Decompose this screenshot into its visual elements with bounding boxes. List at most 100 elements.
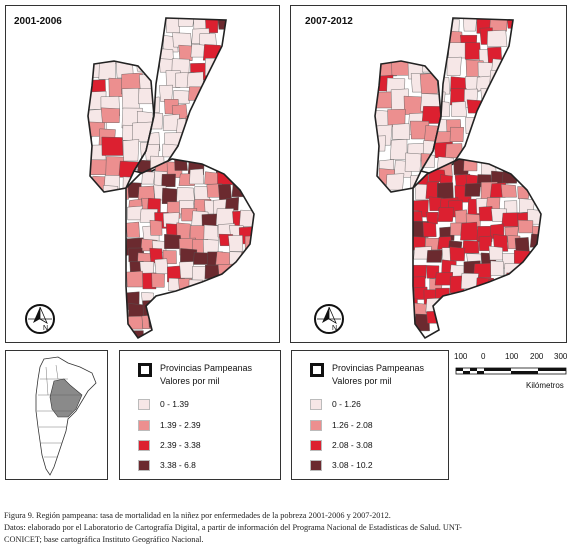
department-polygon bbox=[413, 265, 427, 279]
department-polygon bbox=[506, 159, 522, 167]
scale-tick-label: 100 bbox=[505, 352, 519, 361]
department-polygon bbox=[486, 142, 503, 160]
legend-label: 1.26 - 2.08 bbox=[332, 420, 373, 430]
legend-swatch bbox=[138, 399, 150, 410]
department-polygon bbox=[519, 144, 536, 160]
legend-label: 0 - 1.26 bbox=[332, 399, 361, 409]
department-polygon bbox=[464, 76, 481, 93]
figure-caption-line3: CONICET; base cartográfica Instituto Geo… bbox=[4, 535, 204, 544]
department-polygon bbox=[466, 312, 484, 329]
department-polygon bbox=[501, 212, 520, 227]
department-polygon bbox=[101, 136, 124, 156]
scale-unit: Kilómetros bbox=[526, 381, 564, 390]
department-polygon bbox=[478, 206, 493, 222]
department-polygon bbox=[193, 252, 209, 265]
department-polygon bbox=[241, 251, 254, 266]
legend-swatch bbox=[310, 460, 322, 471]
department-polygon bbox=[486, 29, 508, 47]
department-polygon bbox=[513, 287, 531, 303]
department-polygon bbox=[135, 6, 149, 18]
legend-header-1: Provincias Pampeanas bbox=[332, 363, 425, 373]
department-polygon bbox=[544, 174, 562, 186]
department-polygon bbox=[258, 175, 272, 188]
department-polygon bbox=[227, 273, 242, 289]
department-polygon bbox=[438, 298, 456, 314]
department-polygon bbox=[460, 221, 478, 241]
department-polygon bbox=[500, 184, 517, 198]
legend-label: 3.08 - 10.2 bbox=[332, 460, 373, 470]
department-polygon bbox=[189, 168, 205, 185]
department-polygon bbox=[161, 187, 178, 204]
department-polygon bbox=[67, 96, 82, 114]
department-polygon bbox=[221, 111, 226, 129]
figure-caption-line2: Datos: elaborado por el Laboratorio de C… bbox=[4, 523, 462, 532]
department-polygon bbox=[433, 32, 451, 49]
department-polygon bbox=[544, 332, 558, 342]
department-polygon bbox=[203, 119, 224, 134]
department-polygon bbox=[172, 32, 192, 48]
department-polygon bbox=[163, 316, 181, 331]
department-polygon bbox=[546, 222, 564, 238]
department-polygon bbox=[151, 272, 165, 288]
department-polygon bbox=[186, 71, 204, 88]
department-polygon bbox=[357, 140, 374, 157]
department-polygon bbox=[154, 258, 169, 274]
legend-label: 3.38 - 6.8 bbox=[160, 460, 196, 470]
department-polygon bbox=[179, 261, 194, 279]
province-cordoba bbox=[357, 60, 442, 193]
legend-swatch bbox=[138, 440, 150, 451]
department-polygon bbox=[391, 123, 411, 140]
legend-2007-2012: Provincias Pampeanas Valores por mil 0 -… bbox=[291, 350, 449, 480]
department-polygon bbox=[88, 112, 89, 131]
province-cordoba bbox=[67, 60, 155, 193]
department-polygon bbox=[421, 105, 441, 124]
department-polygon bbox=[445, 143, 463, 159]
department-polygon bbox=[540, 141, 557, 157]
north-label: N bbox=[43, 325, 48, 332]
scale-tick-label: 200 bbox=[530, 352, 544, 361]
argentina-locator-map bbox=[35, 356, 97, 476]
department-polygon bbox=[192, 266, 207, 282]
department-polygon bbox=[449, 301, 465, 318]
department-polygon bbox=[532, 286, 541, 304]
department-polygon bbox=[462, 340, 475, 342]
department-polygon bbox=[475, 110, 492, 129]
department-polygon bbox=[386, 173, 405, 191]
department-polygon bbox=[225, 159, 240, 177]
department-polygon bbox=[163, 325, 180, 338]
department-polygon bbox=[421, 18, 422, 21]
map-title: 2001-2006 bbox=[14, 16, 62, 27]
department-polygon bbox=[126, 221, 140, 238]
department-polygon bbox=[421, 20, 422, 39]
department-polygon bbox=[426, 249, 443, 263]
map-panel-2007-2012: 2007-2012 N bbox=[290, 5, 567, 343]
department-polygon bbox=[203, 224, 219, 241]
department-polygon bbox=[201, 88, 219, 102]
department-polygon bbox=[126, 270, 145, 288]
department-polygon bbox=[149, 219, 163, 236]
legend-swatch bbox=[310, 440, 322, 451]
department-polygon bbox=[257, 252, 274, 267]
department-polygon bbox=[481, 326, 497, 338]
department-polygon bbox=[134, 18, 139, 24]
department-polygon bbox=[255, 316, 270, 329]
legend-swatch bbox=[310, 420, 322, 431]
legend-header-2: Valores por mil bbox=[160, 376, 220, 386]
department-polygon bbox=[440, 338, 456, 342]
department-polygon bbox=[224, 197, 240, 211]
department-polygon bbox=[449, 246, 466, 262]
department-polygon bbox=[152, 300, 172, 316]
department-polygon bbox=[161, 173, 176, 187]
department-polygon bbox=[243, 171, 254, 187]
department-polygon bbox=[232, 113, 250, 126]
legend-header-2: Valores por mil bbox=[332, 376, 392, 386]
province-outline bbox=[125, 158, 255, 340]
department-polygon bbox=[464, 182, 482, 197]
department-polygon bbox=[506, 69, 513, 88]
department-polygon bbox=[254, 261, 270, 276]
legend-swatch bbox=[138, 420, 150, 431]
department-polygon bbox=[503, 87, 513, 103]
department-polygon bbox=[540, 287, 541, 303]
department-polygon bbox=[501, 159, 518, 171]
department-polygon bbox=[122, 139, 140, 162]
